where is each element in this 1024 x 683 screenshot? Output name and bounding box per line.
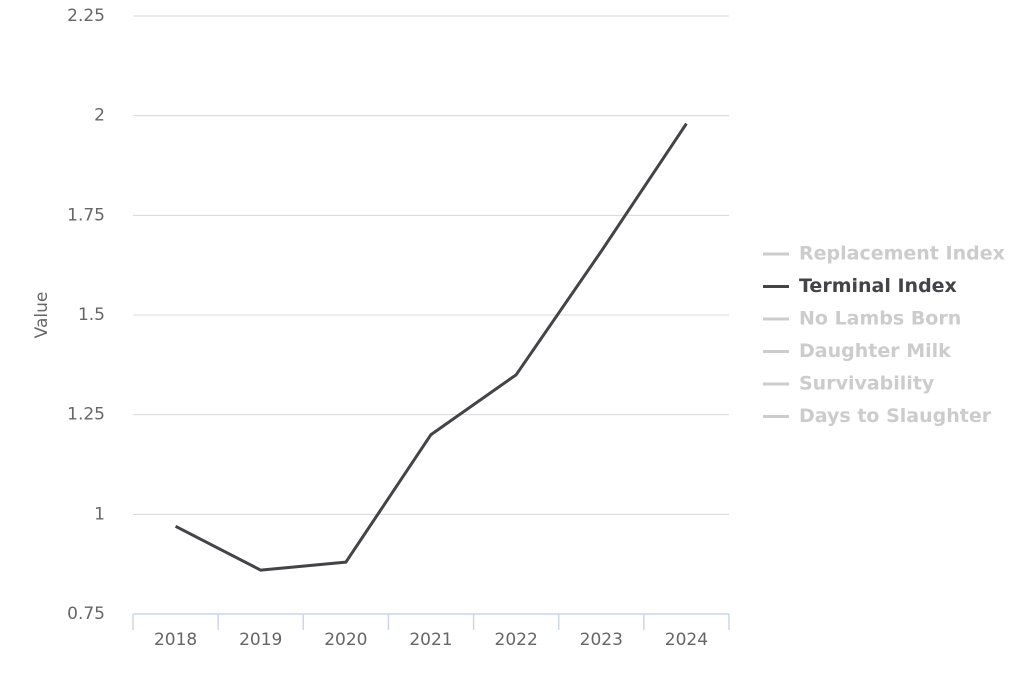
y-tick-label: 1 (94, 504, 105, 524)
x-tick-label: 2019 (239, 630, 282, 650)
legend-item[interactable]: Terminal Index (799, 275, 957, 297)
x-tick-label: 2024 (665, 630, 708, 650)
y-tick-label: 2 (94, 106, 105, 126)
legend-item[interactable]: No Lambs Born (799, 308, 961, 330)
y-tick-label: 1.25 (67, 405, 105, 425)
y-tick-label: 0.75 (67, 604, 105, 624)
y-tick-label: 1.75 (67, 205, 105, 225)
legend-item[interactable]: Survivability (799, 373, 935, 395)
x-tick-label: 2020 (324, 630, 367, 650)
y-tick-label: 1.5 (78, 305, 105, 325)
x-tick-label: 2021 (409, 630, 452, 650)
y-axis-label: Value (32, 292, 52, 339)
x-tick-label: 2022 (495, 630, 538, 650)
legend-item[interactable]: Replacement Index (799, 243, 1005, 265)
x-tick-label: 2018 (154, 630, 197, 650)
x-tick-label: 2023 (580, 630, 623, 650)
y-tick-label: 2.25 (67, 6, 105, 26)
series-line (174, 122, 688, 572)
legend-item[interactable]: Daughter Milk (799, 340, 951, 362)
legend-item[interactable]: Days to Slaughter (799, 405, 992, 427)
